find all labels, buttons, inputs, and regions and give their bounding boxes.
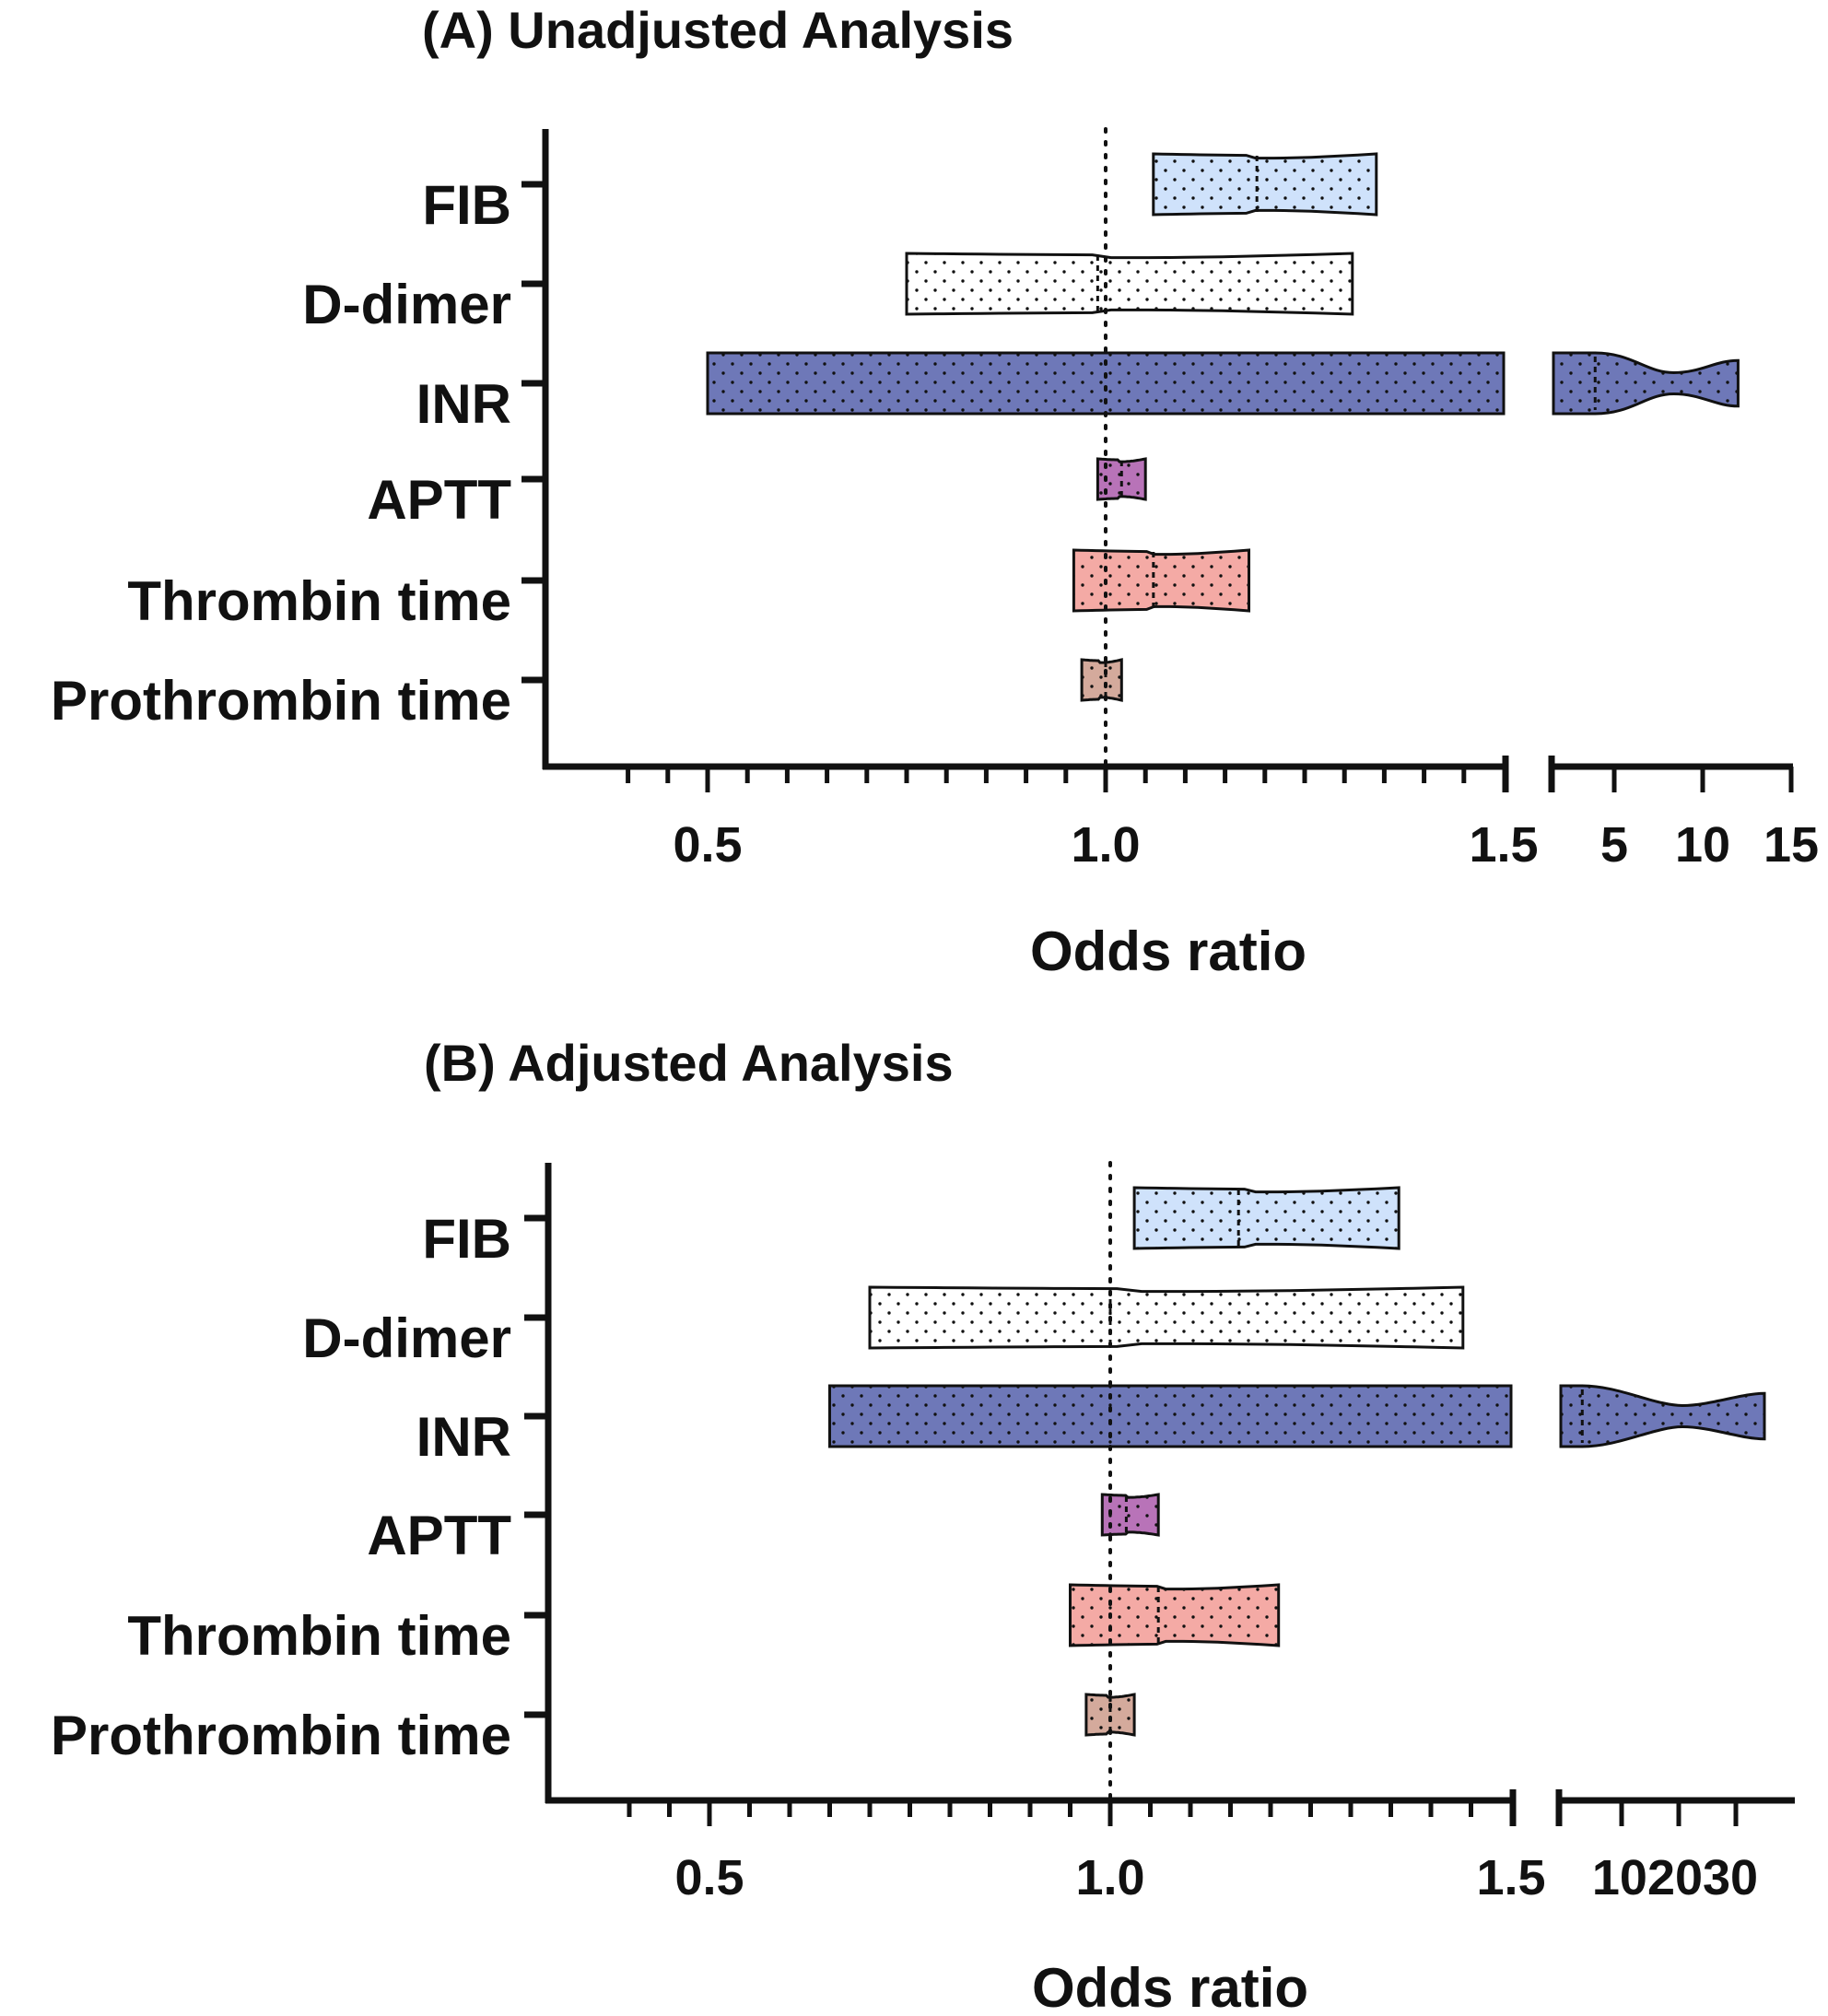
violins [828, 1186, 1766, 1737]
x-axis-ticks [524, 1214, 1739, 1826]
tick-label: 1.5 [1469, 817, 1538, 873]
violin-fib [1152, 152, 1378, 217]
category-label: INR [416, 373, 511, 435]
tick-label: 15 [1764, 817, 1819, 873]
tick-label: 0.5 [674, 1850, 744, 1905]
violin-texture [1102, 1494, 1159, 1535]
violin-texture [870, 1287, 1463, 1348]
category-label: Thrombin time [127, 1605, 511, 1667]
category-label: Prothrombin time [51, 1705, 511, 1766]
tick-label: 10 [1675, 817, 1730, 873]
violin-inr [828, 1384, 1766, 1448]
violin-d-dimer [905, 252, 1354, 316]
tick-label: 1.5 [1476, 1850, 1545, 1905]
category-label: APTT [367, 1505, 511, 1566]
violin-texture [1082, 660, 1122, 700]
violin-prothrombin-time [1084, 1693, 1136, 1737]
violin-texture-right [1553, 353, 1739, 414]
violin-inr [706, 351, 1740, 416]
category-label: FIB [422, 174, 511, 236]
category-labels: FIB D-dimer INR APTT Thrombin time Proth… [51, 1208, 511, 1766]
category-label: D-dimer [302, 1307, 511, 1369]
violin-texture [907, 253, 1353, 314]
violin-texture [1070, 1585, 1279, 1646]
category-labels: FIB D-dimer INR APTT Thrombin time Proth… [51, 174, 511, 732]
tick-label: 1.0 [1075, 1850, 1144, 1905]
tick-label: 0.5 [673, 817, 742, 873]
violin-texture-left [829, 1386, 1511, 1447]
tick-label: 102030 [1592, 1850, 1758, 1905]
category-label: Prothrombin time [51, 670, 511, 732]
violin-aptt [1096, 457, 1147, 501]
violin-thrombin-time [1072, 548, 1250, 613]
x-tick-labels: 0.5 1.0 1.5 5 10 15 [673, 817, 1819, 873]
violins [706, 152, 1740, 702]
chart-title: (B) Adjusted Analysis [424, 1034, 954, 1092]
category-label: APTT [367, 469, 511, 531]
tick-label: 1.0 [1071, 817, 1140, 873]
violin-texture [1153, 154, 1377, 215]
violin-aptt [1100, 1493, 1160, 1537]
chart-title: (A) Unadjusted Analysis [422, 1, 1014, 59]
violin-texture [1073, 550, 1249, 611]
violin-texture [1097, 459, 1146, 499]
x-axis-label: Odds ratio [1032, 1957, 1308, 2016]
violin-prothrombin-time [1080, 658, 1123, 702]
panel-b: (B) Adjusted Analysis 0.5 1.0 1.5 102030… [51, 1034, 1795, 2016]
x-axis-ticks [521, 181, 1794, 792]
category-label: INR [416, 1406, 511, 1468]
x-tick-labels: 0.5 1.0 1.5 102030 [674, 1850, 1758, 1905]
category-label: D-dimer [302, 274, 511, 335]
violin-texture [1134, 1188, 1400, 1248]
violin-texture [1085, 1694, 1135, 1735]
category-label: FIB [422, 1208, 511, 1270]
violin-texture-right [1561, 1386, 1764, 1447]
violin-d-dimer [868, 1285, 1465, 1350]
panel-a: (A) Unadjusted Analysis 0.5 1.0 1.5 5 10… [51, 1, 1819, 982]
violin-thrombin-time [1069, 1583, 1281, 1647]
category-label: Thrombin time [127, 570, 511, 632]
violin-fib [1132, 1186, 1400, 1250]
x-axis-label: Odds ratio [1030, 920, 1307, 982]
tick-label: 5 [1600, 817, 1628, 873]
